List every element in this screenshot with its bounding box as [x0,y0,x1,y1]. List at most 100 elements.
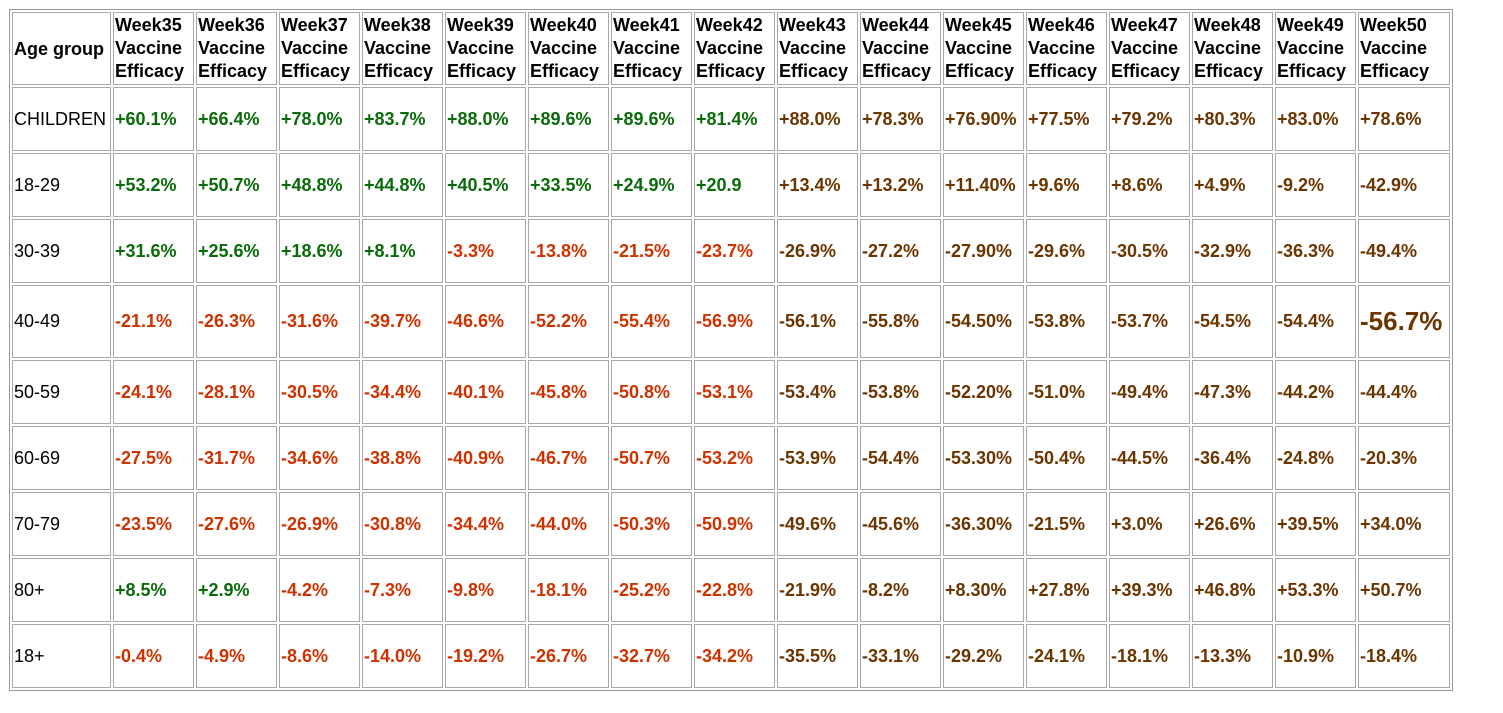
vaccine-efficacy-table: Age group Week35 Vaccine Efficacy Week36 Va… [9,9,1453,691]
efficacy-cell: -21.5% [1026,492,1107,556]
efficacy-cell: -50.3% [611,492,692,556]
efficacy-cell: +79.2% [1109,87,1190,151]
efficacy-cell: -20.3% [1358,426,1450,490]
efficacy-cell: +78.6% [1358,87,1450,151]
efficacy-cell: +46.8% [1192,558,1273,622]
efficacy-cell: -9.8% [445,558,526,622]
efficacy-cell: +20.9 [694,153,775,217]
week-header: Week46 Vaccine Efficacy [1026,12,1107,85]
efficacy-cell: -42.9% [1358,153,1450,217]
efficacy-cell: -33.1% [860,624,941,688]
efficacy-cell: -19.2% [445,624,526,688]
week-header: Week41 Vaccine Efficacy [611,12,692,85]
efficacy-cell: -54.4% [1275,285,1356,358]
efficacy-cell: +81.4% [694,87,775,151]
week-header: Week49 Vaccine Efficacy [1275,12,1356,85]
metric-label: Vaccine Efficacy [1360,38,1430,81]
efficacy-cell: -46.7% [528,426,609,490]
efficacy-cell: +88.0% [777,87,858,151]
efficacy-cell: -38.8% [362,426,443,490]
efficacy-cell: -35.5% [777,624,858,688]
efficacy-cell: +78.3% [860,87,941,151]
efficacy-cell: -34.4% [445,492,526,556]
efficacy-cell: +53.2% [113,153,194,217]
efficacy-cell: +25.6% [196,219,277,283]
efficacy-cell: +4.9% [1192,153,1273,217]
efficacy-cell: -45.8% [528,360,609,424]
efficacy-cell: -24.1% [113,360,194,424]
efficacy-cell: +48.8% [279,153,360,217]
week-header: Week42 Vaccine Efficacy [694,12,775,85]
metric-label: Vaccine Efficacy [613,38,683,81]
efficacy-cell: -54.5% [1192,285,1273,358]
efficacy-cell: -53.30% [943,426,1024,490]
efficacy-cell: -8.2% [860,558,941,622]
efficacy-cell: +13.2% [860,153,941,217]
efficacy-cell: -18.1% [1109,624,1190,688]
week-label: Week40 [530,15,597,35]
efficacy-cell: -30.8% [362,492,443,556]
week-header: Week44 Vaccine Efficacy [860,12,941,85]
efficacy-cell: -26.9% [777,219,858,283]
efficacy-cell: -53.1% [694,360,775,424]
efficacy-cell: +77.5% [1026,87,1107,151]
table-row: 80+ +8.5% +2.9% -4.2% -7.3% -9.8% -18.1% -25.2%… [12,558,1450,622]
efficacy-cell: +2.9% [196,558,277,622]
metric-label: Vaccine Efficacy [862,38,932,81]
efficacy-cell: -21.1% [113,285,194,358]
efficacy-cell: -32.9% [1192,219,1273,283]
efficacy-cell: -46.6% [445,285,526,358]
efficacy-cell: +60.1% [113,87,194,151]
efficacy-cell: -26.9% [279,492,360,556]
week-label: Week50 [1360,15,1427,35]
efficacy-cell: -56.1% [777,285,858,358]
efficacy-cell: -53.2% [694,426,775,490]
efficacy-cell: -44.4% [1358,360,1450,424]
efficacy-cell: +3.0% [1109,492,1190,556]
week-label: Week43 [779,15,846,35]
age-group-cell: 70-79 [12,492,111,556]
efficacy-cell: -53.8% [860,360,941,424]
week-label: Week49 [1277,15,1344,35]
efficacy-cell: +39.5% [1275,492,1356,556]
week-label: Week44 [862,15,929,35]
efficacy-cell: -52.20% [943,360,1024,424]
efficacy-cell: -34.2% [694,624,775,688]
efficacy-cell: +24.9% [611,153,692,217]
metric-label: Vaccine Efficacy [1194,38,1264,81]
efficacy-cell: -47.3% [1192,360,1273,424]
week-label: Week36 [198,15,265,35]
week-header: Week43 Vaccine Efficacy [777,12,858,85]
efficacy-cell: +26.6% [1192,492,1273,556]
metric-label: Vaccine Efficacy [530,38,600,81]
metric-label: Vaccine Efficacy [115,38,185,81]
efficacy-cell: -44.5% [1109,426,1190,490]
efficacy-cell: +78.0% [279,87,360,151]
week-header: Week38 Vaccine Efficacy [362,12,443,85]
efficacy-cell: +83.7% [362,87,443,151]
efficacy-cell: -34.6% [279,426,360,490]
efficacy-cell: -50.7% [611,426,692,490]
week-label: Week39 [447,15,514,35]
efficacy-cell: -53.9% [777,426,858,490]
efficacy-cell: -52.2% [528,285,609,358]
efficacy-cell: +31.6% [113,219,194,283]
efficacy-cell: -53.4% [777,360,858,424]
efficacy-cell: -14.0% [362,624,443,688]
metric-label: Vaccine Efficacy [447,38,517,81]
week-label: Week47 [1111,15,1178,35]
efficacy-cell: +88.0% [445,87,526,151]
efficacy-cell: -7.3% [362,558,443,622]
efficacy-cell: +44.8% [362,153,443,217]
efficacy-cell: -8.6% [279,624,360,688]
efficacy-cell: -44.0% [528,492,609,556]
efficacy-cell: -40.1% [445,360,526,424]
age-group-cell: 50-59 [12,360,111,424]
efficacy-cell: -40.9% [445,426,526,490]
efficacy-cell: -24.1% [1026,624,1107,688]
week-label: Week38 [364,15,431,35]
table-row: 70-79 -23.5% -27.6% -26.9% -30.8% -34.4% -44.0… [12,492,1450,556]
efficacy-cell: -30.5% [279,360,360,424]
efficacy-cell: +8.5% [113,558,194,622]
efficacy-cell: -51.0% [1026,360,1107,424]
